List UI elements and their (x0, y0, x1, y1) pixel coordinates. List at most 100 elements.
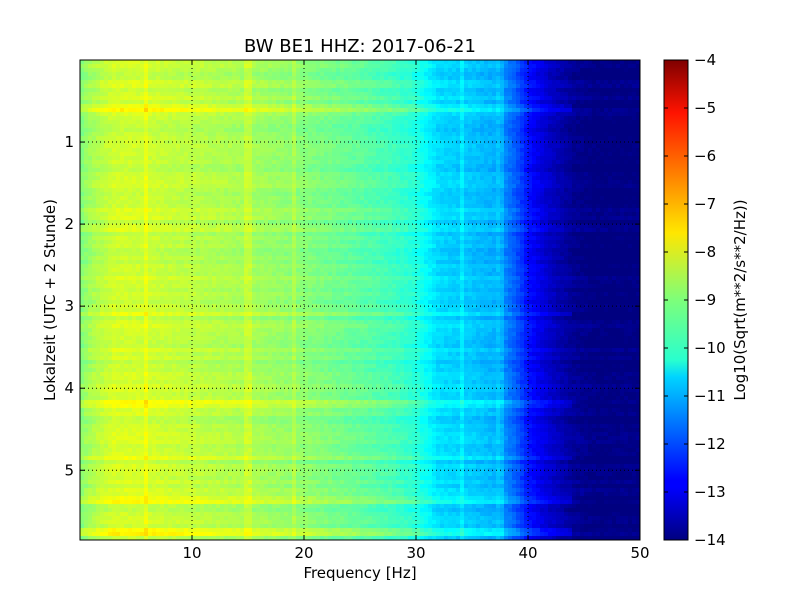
heatmap-cell (480, 192, 485, 197)
heatmap-cell (372, 84, 377, 89)
heatmap-cell (444, 152, 449, 157)
heatmap-cell (612, 92, 617, 97)
heatmap-cell (196, 144, 201, 149)
heatmap-cell (276, 92, 281, 97)
heatmap-cell (496, 172, 501, 177)
heatmap-cell (336, 124, 341, 129)
heatmap-cell (344, 136, 349, 141)
heatmap-cell (352, 124, 357, 129)
heatmap-cell (512, 172, 517, 177)
heatmap-cell (448, 196, 453, 201)
heatmap-cell (296, 76, 301, 81)
heatmap-cell (100, 60, 105, 65)
heatmap-cell (284, 92, 289, 97)
heatmap-cell (420, 156, 425, 161)
heatmap-cell (116, 176, 121, 181)
heatmap-cell (524, 68, 529, 73)
heatmap-cell (344, 160, 349, 165)
heatmap-cell (128, 116, 133, 121)
heatmap-cell (468, 112, 473, 117)
heatmap-cell (172, 76, 177, 81)
heatmap-cell (364, 132, 369, 137)
heatmap-cell (532, 140, 537, 145)
heatmap-cell (188, 116, 193, 121)
heatmap-cell (196, 168, 201, 173)
heatmap-cell (236, 152, 241, 157)
heatmap-cell (156, 88, 161, 93)
heatmap-cell (368, 180, 373, 185)
heatmap-cell (88, 64, 93, 69)
heatmap-cell (300, 120, 305, 125)
heatmap-cell (572, 72, 577, 77)
heatmap-cell (400, 92, 405, 97)
heatmap-cell (180, 136, 185, 141)
heatmap-cell (400, 64, 405, 69)
heatmap-cell (212, 192, 217, 197)
heatmap-cell (228, 80, 233, 85)
heatmap-cell (532, 124, 537, 129)
heatmap-cell (96, 140, 101, 145)
heatmap-cell (624, 148, 629, 153)
heatmap-cell (568, 188, 573, 193)
heatmap-cell (244, 148, 249, 153)
heatmap-cell (260, 176, 265, 181)
heatmap-cell (556, 88, 561, 93)
heatmap-cell (172, 200, 177, 205)
heatmap-cell (104, 148, 109, 153)
heatmap-cell (372, 200, 377, 205)
heatmap-cell (600, 64, 605, 69)
heatmap-cell (564, 164, 569, 169)
heatmap-cell (256, 124, 261, 129)
heatmap-cell (224, 152, 229, 157)
heatmap-cell (612, 100, 617, 105)
heatmap-cell (128, 72, 133, 77)
heatmap-cell (448, 68, 453, 73)
heatmap-cell (144, 92, 149, 97)
heatmap-cell (396, 80, 401, 85)
heatmap-cell (488, 60, 493, 65)
heatmap-cell (120, 140, 125, 145)
heatmap-cell (240, 60, 245, 65)
heatmap-cell (296, 176, 301, 181)
heatmap-cell (272, 72, 277, 77)
heatmap-cell (188, 188, 193, 193)
heatmap-cell (368, 80, 373, 85)
heatmap-cell (176, 124, 181, 129)
heatmap-cell (252, 156, 257, 161)
heatmap-cell (168, 108, 173, 113)
heatmap-cell (228, 196, 233, 201)
heatmap-cell (104, 128, 109, 133)
heatmap-cell (220, 60, 225, 65)
heatmap-cell (100, 172, 105, 177)
heatmap-cell (188, 168, 193, 173)
heatmap-cell (484, 132, 489, 137)
heatmap-cell (124, 172, 129, 177)
heatmap-cell (272, 100, 277, 105)
heatmap-cell (204, 132, 209, 137)
heatmap-cell (336, 156, 341, 161)
heatmap-cell (464, 108, 469, 113)
heatmap-cell (196, 160, 201, 165)
heatmap-cell (132, 200, 137, 205)
heatmap-cell (608, 128, 613, 133)
heatmap-cell (452, 60, 457, 65)
heatmap-cell (412, 120, 417, 125)
heatmap-cell (208, 188, 213, 193)
heatmap-cell (160, 112, 165, 117)
heatmap-cell (440, 112, 445, 117)
heatmap-cell (108, 176, 113, 181)
heatmap-cell (304, 104, 309, 109)
heatmap-cell (468, 140, 473, 145)
heatmap-cell (84, 68, 89, 73)
heatmap-cell (416, 80, 421, 85)
heatmap-cell (600, 100, 605, 105)
heatmap-cell (628, 192, 633, 197)
heatmap-cell (140, 120, 145, 125)
heatmap-cell (536, 192, 541, 197)
heatmap-cell (156, 200, 161, 205)
heatmap-cell (404, 180, 409, 185)
heatmap-cell (428, 176, 433, 181)
heatmap-cell (432, 108, 437, 113)
heatmap-cell (224, 108, 229, 113)
heatmap-cell (620, 116, 625, 121)
